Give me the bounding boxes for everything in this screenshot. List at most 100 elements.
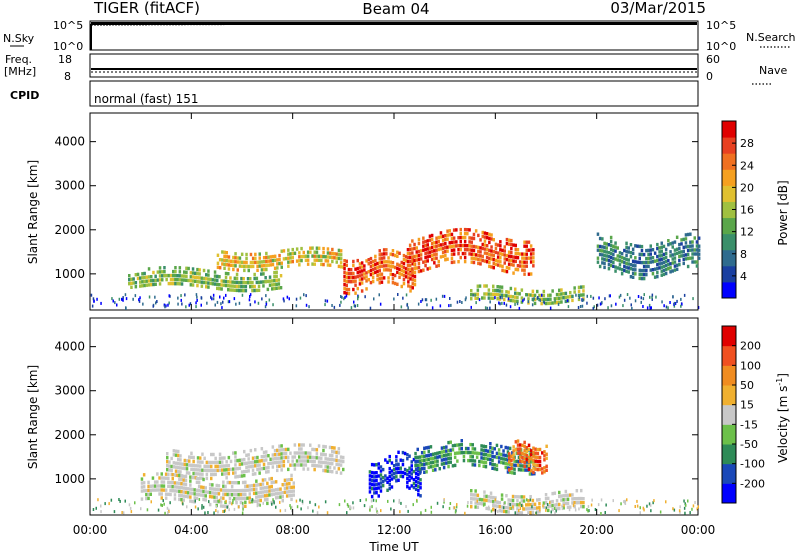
echo-cell [605,250,608,254]
echo-cell [211,487,214,491]
noise-cell [694,501,696,504]
echo-cell [215,491,218,496]
echo-cell [411,251,414,255]
noise-cell [201,504,203,508]
echo-cell [273,449,277,453]
echo-cell [502,449,505,453]
noise-cell [502,506,505,510]
echo-cell [434,464,437,468]
echo-cell [429,453,433,457]
echo-cell [201,468,204,472]
echo-cell [488,264,491,269]
echo-cell [269,457,272,461]
echo-cell [172,269,175,274]
echo-cell [267,466,270,470]
echo-cell [337,264,341,269]
echo-cell [645,256,648,261]
echo-cell [566,295,570,299]
echo-cell [277,491,280,496]
echo-cell [620,252,624,256]
echo-cell [462,450,466,455]
echo-cell [495,463,499,468]
noise-cell [679,505,681,509]
echo-cell [282,456,286,460]
echo-cell [531,510,535,515]
echo-cell [503,249,506,253]
echo-cell [222,480,225,484]
echo-cell [188,471,191,475]
echo-cell [558,490,561,495]
echo-cell [664,247,668,252]
echo-cell [631,247,635,251]
echo-cell [503,253,506,257]
echo-cell [525,503,528,507]
echo-cell [358,262,362,266]
echo-cell [147,267,151,271]
noise-cell [100,504,102,508]
echo-cell [477,233,480,238]
echo-cell [360,277,364,281]
echo-cell [437,259,440,264]
echo-cell [620,260,624,264]
echo-cell [514,295,517,299]
echo-cell [658,250,661,254]
echo-cell [365,287,368,291]
noise-cell [588,509,590,513]
echo-cell [219,504,223,508]
echo-cell [388,454,391,459]
echo-cell [475,455,479,459]
echo-cell [627,258,630,262]
echo-cell [243,260,246,265]
echo-cell [373,471,376,475]
echo-cell [326,259,330,263]
echo-cell [445,445,448,449]
echo-cell [693,248,696,252]
noise-cell [496,500,498,504]
echo-cell [504,465,507,470]
echo-cell [413,278,417,283]
echo-cell [631,275,635,279]
echo-cell [139,280,142,284]
echo-cell [302,451,305,455]
echo-cell [553,297,557,301]
echo-cell [166,452,169,456]
echo-cell [311,447,314,452]
echo-cell [368,482,372,486]
echo-cell [498,293,502,297]
echo-cell [251,460,255,464]
echo-cell [433,241,436,245]
noise-cell [290,506,292,510]
echo-cell [354,279,357,283]
echo-cell [516,447,520,451]
echo-cell [392,464,396,468]
echo-cell [227,471,231,476]
echo-cell [418,467,422,471]
echo-cell [236,256,239,260]
echo-cell [262,284,265,288]
echo-cell [210,472,213,477]
echo-cell [580,496,583,501]
echo-cell [564,489,568,494]
noise-cell [542,504,544,508]
echo-cell [527,272,531,276]
echo-cell [221,258,224,262]
echo-cell [380,252,384,256]
echo-cell [223,468,226,472]
echo-cell [202,280,206,285]
echo-cell [147,488,150,493]
echo-cell [653,251,657,255]
echo-cell [158,270,162,274]
echo-cell [331,454,334,458]
echo-cell [551,491,554,496]
echo-cell [320,452,323,456]
noise-cell [156,300,158,303]
echo-cell [363,272,366,276]
echo-cell [403,467,407,472]
echo-cell [523,252,526,256]
echo-cell [218,275,221,279]
echo-cell [532,462,535,466]
echo-cell [368,474,372,478]
echo-cell [532,466,535,470]
echo-cell [374,270,377,275]
echo-cell [477,261,480,266]
